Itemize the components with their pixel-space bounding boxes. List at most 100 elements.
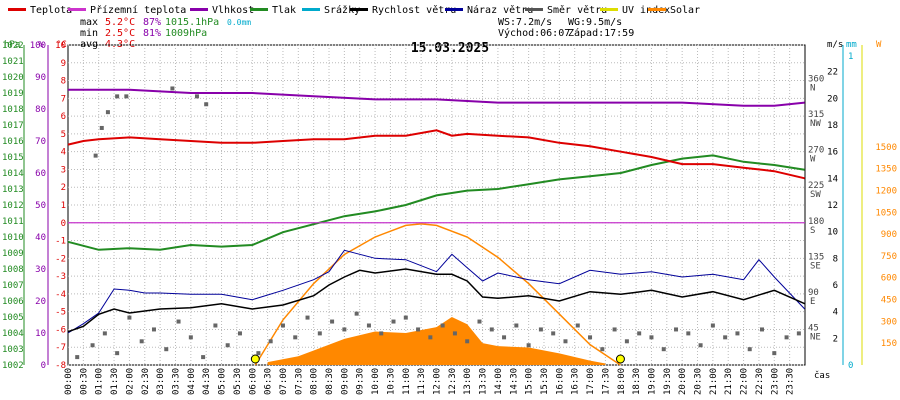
hpa-tick: 1016	[2, 137, 24, 147]
wind-dir-point	[698, 343, 703, 348]
wind-dir-point	[661, 347, 666, 352]
wind-dir-point	[796, 331, 801, 336]
temp-tick: 10	[55, 41, 66, 51]
wind-dir-point	[514, 323, 519, 328]
wdir-tick: 360	[808, 75, 824, 85]
plot-area	[67, 86, 806, 366]
w-tick: 450	[881, 296, 897, 306]
wind-dir-point	[115, 351, 120, 356]
time-tick: 08:30	[325, 368, 335, 395]
time-tick: 03:30	[171, 368, 181, 395]
ms-tick: 6	[833, 281, 838, 291]
uv-point	[250, 354, 260, 364]
wind-dir-point	[649, 335, 654, 340]
ms-label: m/s	[827, 40, 843, 50]
wdir-tick: S	[810, 226, 815, 236]
wind-dir-point	[784, 335, 789, 340]
w-tick: 300	[881, 317, 897, 327]
pct-tick: 50	[35, 201, 46, 211]
wind-dir-point	[674, 327, 679, 332]
time-tick: 12:30	[448, 368, 458, 395]
hpa-tick: 1002	[2, 361, 24, 371]
hpa-tick: 1019	[2, 89, 24, 99]
time-tick: 15:30	[540, 368, 550, 395]
wind-dir-point	[723, 335, 728, 340]
temp-tick: -5	[55, 308, 66, 318]
w-tick: 1500	[875, 143, 897, 153]
time-tick: 06:30	[264, 368, 274, 395]
ms-tick: 2	[833, 334, 838, 344]
wind-speed-max: WS:7.2m/s	[498, 17, 552, 28]
chart-title: 15.03.2025	[411, 41, 489, 56]
time-tick: 17:30	[601, 368, 611, 395]
time-tick: 01:30	[110, 368, 120, 395]
w-tick: 150	[881, 339, 897, 349]
ms-tick: 12	[827, 201, 838, 211]
time-tick: 09:30	[356, 368, 366, 395]
wind-dir-point	[99, 125, 104, 130]
wind-dir-point	[624, 339, 629, 344]
wind-dir-point	[366, 323, 371, 328]
wind-dir-point	[416, 327, 421, 332]
temp-tick: 0	[61, 219, 66, 229]
time-tick: 18:30	[632, 368, 642, 395]
hpa-label: hPa	[4, 40, 20, 50]
ms-tick: 4	[833, 308, 838, 318]
wind-dir-point	[600, 347, 605, 352]
wind-dir-point	[330, 319, 335, 324]
mm-tick: 1	[848, 52, 853, 62]
stat-min-press: 1009hPa	[165, 28, 207, 39]
wind-dir-point	[428, 335, 433, 340]
wdir-tick: 315	[808, 110, 824, 120]
temp-tick: 9	[61, 59, 66, 69]
time-tick: 03:00	[156, 368, 166, 395]
solar-area	[267, 317, 606, 365]
time-tick: 00:30	[79, 368, 89, 395]
time-tick: 16:30	[571, 368, 581, 395]
stat-min-hum: 81%	[143, 28, 161, 39]
hpa-tick: 1005	[2, 313, 24, 323]
hpa-tick: 1017	[2, 121, 24, 131]
temp-tick: 2	[61, 183, 66, 193]
time-tick: 21:30	[724, 368, 734, 395]
time-tick: 09:00	[340, 368, 350, 395]
time-tick: 05:30	[233, 368, 243, 395]
w-tick: 600	[881, 274, 897, 284]
pct-tick: 0	[41, 361, 46, 371]
wind-dir-point	[115, 94, 120, 99]
time-tick: 19:30	[663, 368, 673, 395]
wind-dir-point	[188, 335, 193, 340]
time-tick: 08:00	[310, 368, 320, 395]
wind-dir-point	[772, 351, 777, 356]
time-tick: 11:00	[402, 368, 412, 395]
wind-dir-point	[237, 331, 242, 336]
x-unit-label: čas	[814, 370, 830, 381]
hpa-tick: 1003	[2, 345, 24, 355]
hpa-tick: 1022	[2, 41, 24, 51]
wdir-tick: SW	[810, 190, 821, 200]
sunrise-time: Východ:06:07	[498, 27, 570, 39]
legend-swatch-5	[350, 8, 368, 11]
wind-dir-point	[201, 355, 206, 360]
wind-gust-max: WG:9.5m/s	[568, 17, 622, 28]
legend-label-7: Směr větru	[547, 4, 607, 16]
wdir-tick: 225	[808, 181, 824, 191]
wind-dir-point	[293, 335, 298, 340]
mm-label: mm	[846, 40, 857, 50]
w-tick: 1200	[875, 186, 897, 196]
hpa-tick: 1018	[2, 105, 24, 115]
wind-dir-point	[588, 335, 593, 340]
time-tick: 20:00	[678, 368, 688, 395]
legend-label-1: Přízemní teplota	[90, 4, 186, 16]
legend-label-9: Solar	[670, 5, 700, 16]
time-tick: 07:30	[294, 368, 304, 395]
wind-dir-point	[403, 315, 408, 320]
time-tick: 07:00	[279, 368, 289, 395]
hpa-tick: 1004	[2, 329, 24, 339]
ms-tick: 10	[827, 228, 838, 238]
legend-swatch-0	[8, 8, 26, 11]
temp-tick: 8	[61, 77, 66, 87]
temp-tick: 7	[61, 94, 66, 104]
pressure-line	[67, 154, 805, 251]
time-tick: 10:00	[371, 368, 381, 395]
